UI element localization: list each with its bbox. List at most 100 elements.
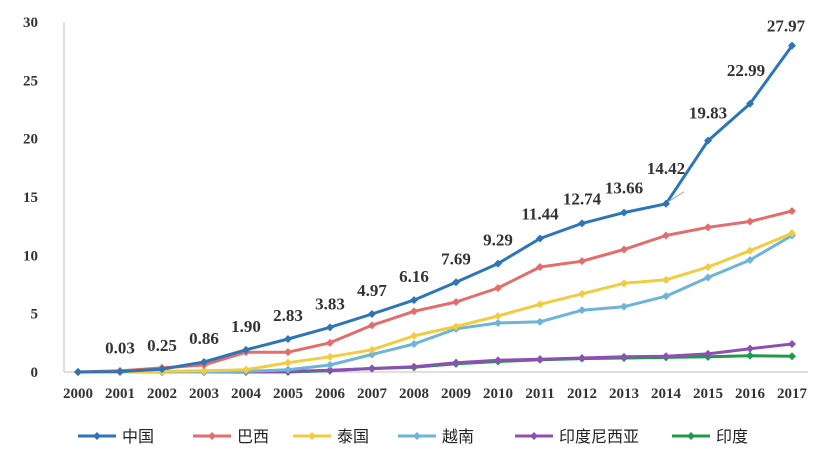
y-tick-label: 10 xyxy=(23,248,38,264)
data-point xyxy=(494,319,502,327)
series-line xyxy=(78,234,793,374)
data-point xyxy=(578,306,586,315)
data-label: 1.90 xyxy=(231,317,261,336)
x-tick-label: 2004 xyxy=(231,386,262,402)
data-point xyxy=(704,263,712,271)
data-point xyxy=(494,312,502,320)
data-label: 6.16 xyxy=(399,267,429,286)
data-point xyxy=(410,340,418,348)
legend-marker xyxy=(530,432,538,440)
data-point xyxy=(494,259,502,268)
data-labels: 0.03 0.25 0.86 1.90 2.83 3.83 4.97 6.16 7.69 9.29… xyxy=(105,17,806,358)
legend-label: 越南 xyxy=(442,427,474,446)
data-point xyxy=(704,223,712,232)
data-point xyxy=(662,275,670,284)
data-label: 0.86 xyxy=(189,329,219,348)
data-point xyxy=(242,365,250,374)
data-point xyxy=(368,310,376,319)
data-label: 0.03 xyxy=(105,339,135,358)
data-point xyxy=(620,208,628,217)
data-point xyxy=(200,366,208,375)
data-point xyxy=(746,344,754,353)
data-point xyxy=(536,317,544,326)
data-point xyxy=(788,41,796,50)
data-label: 9.29 xyxy=(483,231,513,250)
data-point xyxy=(494,356,502,365)
data-point xyxy=(452,298,460,306)
data-point xyxy=(74,368,82,376)
x-tick-label: 2017 xyxy=(777,386,808,402)
data-label: 19.83 xyxy=(689,104,727,123)
legend-item: 印度尼西亚 xyxy=(515,427,639,446)
data-point xyxy=(326,338,334,347)
data-point xyxy=(452,322,460,331)
data-point xyxy=(368,321,376,330)
data-label: 4.97 xyxy=(357,281,387,300)
y-tick-label: 20 xyxy=(23,132,38,148)
x-tick-label: 2007 xyxy=(357,386,388,402)
data-point xyxy=(746,99,754,108)
legend-label: 泰国 xyxy=(337,427,369,446)
data-point xyxy=(662,352,670,361)
data-point xyxy=(704,349,712,358)
data-point xyxy=(158,365,166,374)
data-point xyxy=(410,307,418,316)
legend-label: 巴西 xyxy=(237,427,269,446)
data-point xyxy=(704,136,712,145)
data-point xyxy=(578,289,586,298)
data-label: 27.97 xyxy=(767,17,806,36)
data-label: 7.69 xyxy=(441,249,471,268)
series-line xyxy=(77,209,793,374)
data-point xyxy=(410,331,418,340)
legend-marker xyxy=(308,432,316,440)
data-point xyxy=(368,350,376,359)
series-line xyxy=(78,231,793,374)
data-point xyxy=(578,219,586,228)
data-point xyxy=(368,364,376,373)
data-label: 14.42 xyxy=(647,159,685,178)
x-tick-label: 2002 xyxy=(147,386,177,402)
data-label: 2.83 xyxy=(273,306,303,325)
x-tick-label: 2008 xyxy=(399,386,429,402)
legend-marker xyxy=(413,432,421,440)
data-point xyxy=(242,345,250,354)
data-point xyxy=(536,355,544,364)
data-point xyxy=(326,361,334,369)
data-point xyxy=(746,217,754,226)
x-tick-label: 2015 xyxy=(693,386,723,402)
legend-marker xyxy=(687,432,695,440)
y-tick-label: 15 xyxy=(23,190,38,206)
data-point xyxy=(536,263,544,271)
data-point xyxy=(746,351,754,360)
x-tick-label: 2000 xyxy=(63,386,93,402)
y-tick-label: 5 xyxy=(31,307,39,323)
legend-item: 泰国 xyxy=(293,427,369,446)
data-point xyxy=(536,234,544,243)
series-0 xyxy=(74,41,796,376)
data-point xyxy=(662,292,670,301)
data-point xyxy=(410,362,418,371)
axes: 0 5 10 15 20 25 30 2000 2001 2002 2003 2004 2005 2006… xyxy=(23,15,808,402)
data-point xyxy=(578,354,586,362)
data-point xyxy=(284,334,292,343)
x-tick-label: 2012 xyxy=(567,386,597,402)
x-tick-label: 2014 xyxy=(651,386,682,402)
data-point xyxy=(746,256,754,264)
data-point xyxy=(620,245,628,254)
data-point xyxy=(284,365,292,374)
legend-item: 巴西 xyxy=(193,427,269,446)
x-tick-label: 2006 xyxy=(315,386,346,402)
x-tick-label: 2011 xyxy=(525,386,554,402)
data-label: 12.74 xyxy=(563,189,602,208)
data-point xyxy=(284,348,292,357)
data-label: 3.83 xyxy=(315,294,345,313)
data-point xyxy=(410,296,418,305)
legend-marker xyxy=(93,432,101,440)
x-tick-label: 2003 xyxy=(189,386,219,402)
legend-label: 中国 xyxy=(122,427,154,446)
data-label: 13.66 xyxy=(605,179,643,198)
data-point xyxy=(788,207,796,215)
data-label: 0.25 xyxy=(147,336,177,355)
data-point xyxy=(662,231,670,240)
